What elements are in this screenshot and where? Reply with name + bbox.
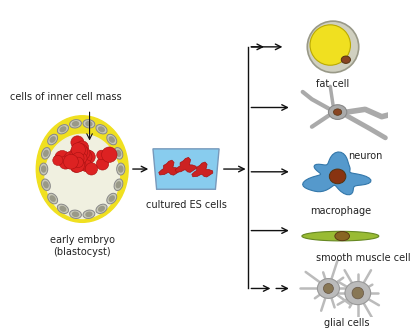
Ellipse shape [86, 122, 92, 126]
Ellipse shape [114, 179, 123, 191]
Circle shape [75, 153, 85, 164]
Ellipse shape [310, 25, 350, 65]
Ellipse shape [45, 134, 120, 218]
Ellipse shape [317, 279, 339, 298]
Polygon shape [192, 162, 213, 177]
Polygon shape [303, 152, 371, 195]
Polygon shape [302, 231, 379, 241]
Text: early embryo
(blastocyst): early embryo (blastocyst) [50, 235, 115, 257]
Ellipse shape [42, 179, 50, 191]
Ellipse shape [116, 151, 121, 156]
Circle shape [71, 162, 81, 172]
Circle shape [85, 163, 98, 175]
Ellipse shape [50, 196, 55, 201]
Ellipse shape [109, 137, 114, 142]
Circle shape [79, 150, 92, 163]
Text: glial cells: glial cells [324, 318, 369, 328]
Ellipse shape [60, 127, 66, 132]
Ellipse shape [44, 182, 48, 187]
Circle shape [307, 21, 359, 73]
Circle shape [80, 160, 92, 172]
Ellipse shape [341, 56, 350, 64]
Circle shape [72, 152, 84, 164]
Ellipse shape [86, 212, 92, 216]
Ellipse shape [60, 207, 66, 211]
Circle shape [97, 150, 106, 160]
Ellipse shape [117, 163, 125, 175]
Circle shape [64, 151, 79, 167]
Circle shape [77, 153, 87, 163]
Ellipse shape [96, 125, 107, 134]
Circle shape [76, 141, 88, 154]
Circle shape [75, 153, 86, 164]
Polygon shape [153, 149, 219, 189]
Ellipse shape [39, 163, 48, 175]
Ellipse shape [119, 166, 123, 172]
Circle shape [77, 146, 90, 160]
Ellipse shape [57, 125, 68, 134]
Circle shape [96, 158, 109, 170]
Ellipse shape [36, 116, 128, 222]
Ellipse shape [96, 204, 107, 213]
Ellipse shape [114, 148, 123, 159]
Ellipse shape [99, 127, 104, 132]
Circle shape [74, 159, 86, 171]
Ellipse shape [334, 109, 342, 115]
Text: neuron: neuron [348, 151, 382, 161]
Text: cultured ES cells: cultured ES cells [146, 200, 227, 210]
Ellipse shape [42, 166, 46, 172]
Circle shape [82, 150, 95, 164]
Ellipse shape [109, 196, 114, 201]
Polygon shape [175, 157, 196, 172]
Text: macrophage: macrophage [310, 206, 371, 216]
Text: cells of inner cell mass: cells of inner cell mass [10, 92, 122, 102]
Circle shape [76, 151, 90, 165]
Circle shape [323, 284, 333, 293]
Circle shape [71, 136, 84, 149]
Circle shape [102, 147, 117, 162]
Ellipse shape [57, 204, 68, 213]
Circle shape [70, 147, 83, 159]
Ellipse shape [330, 169, 346, 184]
Circle shape [352, 287, 364, 299]
Ellipse shape [70, 210, 81, 218]
Ellipse shape [107, 134, 117, 145]
Ellipse shape [107, 193, 117, 204]
Circle shape [72, 143, 88, 159]
Ellipse shape [73, 122, 78, 126]
Circle shape [73, 157, 83, 168]
Ellipse shape [335, 232, 349, 241]
Circle shape [53, 155, 63, 165]
Ellipse shape [328, 105, 347, 119]
Ellipse shape [44, 151, 48, 156]
Circle shape [63, 154, 78, 169]
Ellipse shape [345, 282, 371, 305]
Text: fat cell: fat cell [316, 79, 349, 89]
Circle shape [70, 158, 85, 172]
Ellipse shape [83, 210, 95, 218]
Circle shape [71, 143, 85, 157]
Ellipse shape [116, 182, 121, 187]
Ellipse shape [83, 120, 95, 128]
Text: smooth muscle cell: smooth muscle cell [316, 253, 410, 263]
Circle shape [55, 151, 70, 166]
Ellipse shape [99, 207, 104, 211]
Ellipse shape [50, 137, 55, 142]
Circle shape [81, 150, 94, 162]
Ellipse shape [48, 134, 58, 145]
Ellipse shape [70, 120, 81, 128]
Ellipse shape [73, 212, 78, 216]
Ellipse shape [48, 193, 58, 204]
Circle shape [59, 156, 72, 169]
Ellipse shape [42, 148, 50, 159]
Polygon shape [159, 160, 180, 175]
